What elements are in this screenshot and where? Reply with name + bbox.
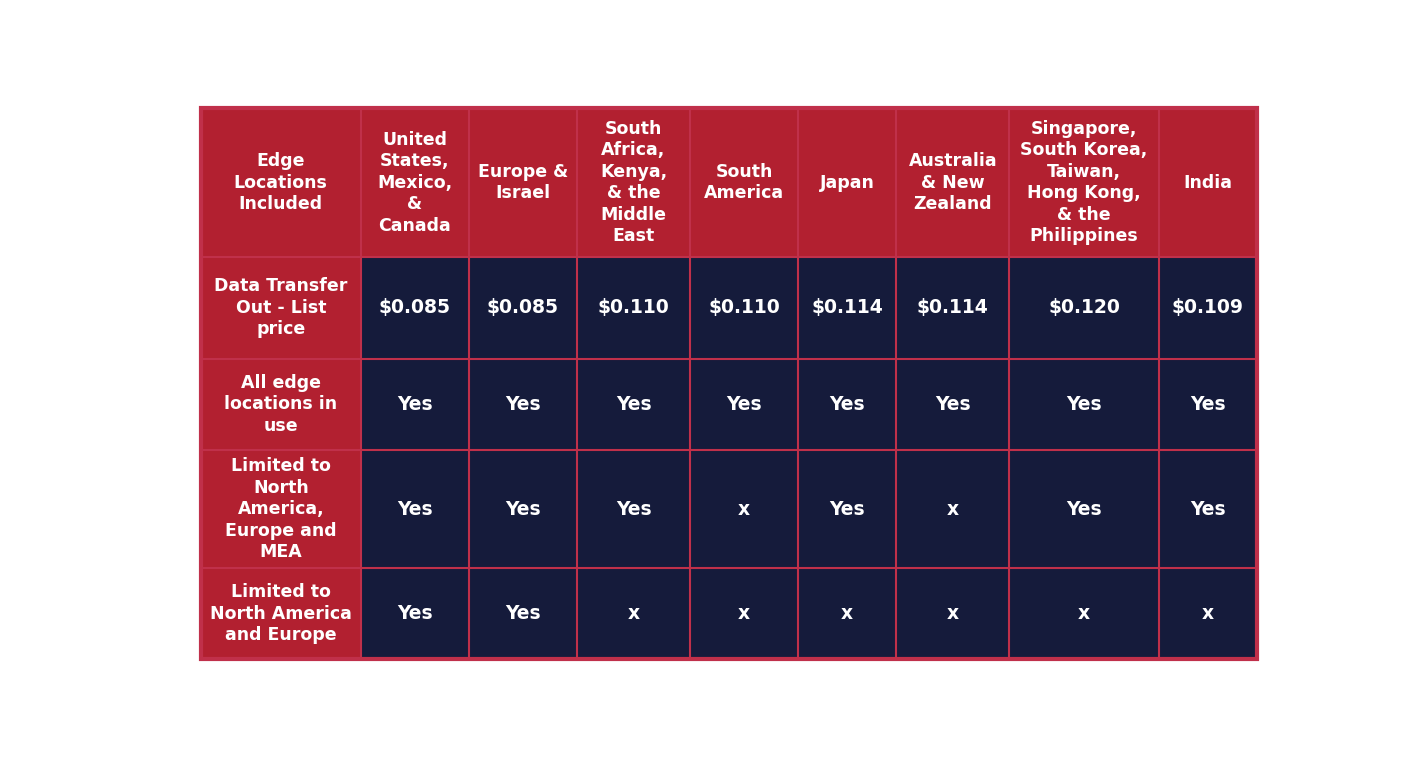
Text: x: x [947, 500, 958, 519]
Bar [361, 359, 469, 450]
Text: $0.085: $0.085 [378, 299, 451, 318]
Bar [201, 450, 361, 568]
Text: $0.110: $0.110 [708, 299, 781, 318]
Bar [690, 257, 798, 359]
Bar [577, 108, 690, 257]
Text: x: x [842, 604, 853, 623]
Text: $0.120: $0.120 [1048, 299, 1121, 318]
Text: Yes: Yes [616, 500, 651, 519]
Bar [1159, 108, 1257, 257]
Text: Yes: Yes [829, 500, 865, 519]
Bar [896, 257, 1010, 359]
Bar [361, 450, 469, 568]
Bar [1159, 257, 1257, 359]
Text: $0.109: $0.109 [1172, 299, 1244, 318]
Bar [361, 257, 469, 359]
Text: $0.085: $0.085 [486, 299, 559, 318]
Bar [1010, 257, 1159, 359]
Bar [798, 108, 896, 257]
Text: x: x [1078, 604, 1091, 623]
Text: Australia
& New
Zealand: Australia & New Zealand [909, 152, 997, 213]
Text: Yes: Yes [1066, 395, 1102, 414]
Bar [1010, 568, 1159, 660]
Text: Yes: Yes [505, 395, 540, 414]
Bar [469, 108, 577, 257]
Bar [896, 568, 1010, 660]
Bar [201, 568, 361, 660]
Bar [690, 108, 798, 257]
Bar [1159, 568, 1257, 660]
Bar [469, 359, 577, 450]
Bar [469, 568, 577, 660]
Bar [361, 108, 469, 257]
Bar [469, 257, 577, 359]
Bar [798, 450, 896, 568]
Text: Singapore,
South Korea,
Taiwan,
Hong Kong,
& the
Philippines: Singapore, South Korea, Taiwan, Hong Kon… [1021, 120, 1148, 245]
Text: Limited to
North America
and Europe: Limited to North America and Europe [210, 584, 351, 644]
Text: Yes: Yes [1066, 500, 1102, 519]
Text: Yes: Yes [397, 500, 432, 519]
Text: Yes: Yes [397, 604, 432, 623]
Text: Yes: Yes [505, 604, 540, 623]
Text: x: x [947, 604, 958, 623]
Bar [1159, 450, 1257, 568]
Text: x: x [738, 604, 751, 623]
Bar [690, 568, 798, 660]
Bar [690, 359, 798, 450]
Text: Yes: Yes [934, 395, 971, 414]
Text: Yes: Yes [616, 395, 651, 414]
Bar [1159, 359, 1257, 450]
Bar [201, 108, 361, 257]
Text: Yes: Yes [1190, 500, 1226, 519]
Bar [896, 359, 1010, 450]
Bar [798, 359, 896, 450]
Bar [896, 450, 1010, 568]
Text: x: x [627, 604, 640, 623]
Bar [798, 257, 896, 359]
Text: $0.114: $0.114 [917, 299, 988, 318]
Text: Yes: Yes [1190, 395, 1226, 414]
Text: Limited to
North
America,
Europe and
MEA: Limited to North America, Europe and MEA [225, 458, 337, 561]
Text: Edge
Locations
Included: Edge Locations Included [233, 152, 327, 213]
Bar [577, 568, 690, 660]
Text: Yes: Yes [397, 395, 432, 414]
Text: South
America: South America [704, 163, 785, 202]
Bar [1010, 108, 1159, 257]
Bar [690, 450, 798, 568]
Text: India: India [1183, 173, 1231, 192]
Text: Yes: Yes [505, 500, 540, 519]
Bar [1010, 359, 1159, 450]
Bar [896, 108, 1010, 257]
Text: South
Africa,
Kenya,
& the
Middle
East: South Africa, Kenya, & the Middle East [600, 120, 667, 245]
Text: $0.110: $0.110 [597, 299, 670, 318]
Bar [577, 450, 690, 568]
Text: Yes: Yes [727, 395, 762, 414]
Text: Yes: Yes [829, 395, 865, 414]
Bar [469, 450, 577, 568]
Text: Europe &
Israel: Europe & Israel [478, 163, 567, 202]
Bar [201, 257, 361, 359]
Text: United
States,
Mexico,
&
Canada: United States, Mexico, & Canada [377, 131, 452, 235]
Bar [1010, 450, 1159, 568]
Bar [201, 359, 361, 450]
Text: $0.114: $0.114 [812, 299, 883, 318]
Text: Data Transfer
Out - List
price: Data Transfer Out - List price [215, 277, 347, 338]
Text: x: x [1202, 604, 1214, 623]
Bar [577, 359, 690, 450]
Bar [361, 568, 469, 660]
Text: Japan: Japan [819, 173, 875, 192]
Text: All edge
locations in
use: All edge locations in use [225, 374, 337, 435]
Text: x: x [738, 500, 751, 519]
Bar [577, 257, 690, 359]
Bar [798, 568, 896, 660]
